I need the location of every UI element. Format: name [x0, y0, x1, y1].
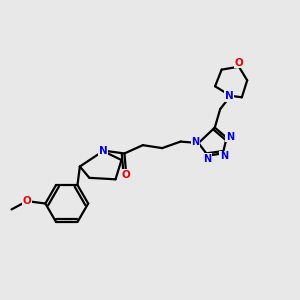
Text: O: O — [122, 170, 130, 180]
Text: N: N — [225, 91, 233, 101]
Text: N: N — [220, 152, 228, 161]
Text: N: N — [99, 146, 107, 156]
Text: N: N — [226, 131, 234, 142]
Text: N: N — [203, 154, 211, 164]
Text: O: O — [22, 196, 31, 206]
Text: N: N — [191, 137, 200, 147]
Text: O: O — [235, 58, 243, 68]
